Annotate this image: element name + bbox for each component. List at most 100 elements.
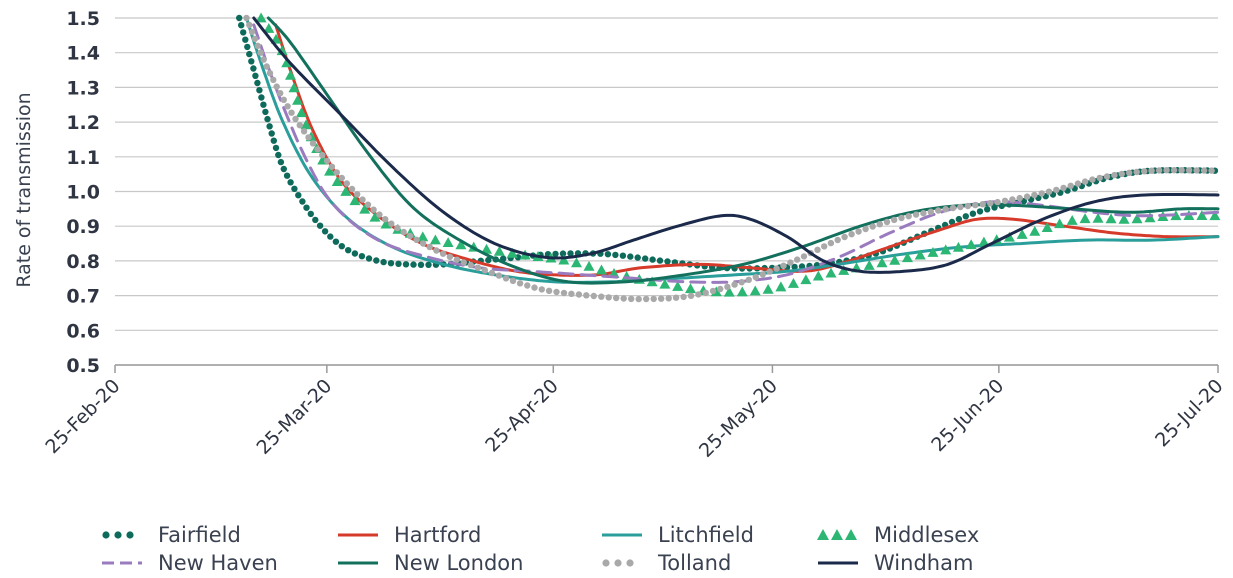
- series-dot: [482, 267, 488, 273]
- series-dot: [1208, 167, 1214, 173]
- series-dot: [317, 223, 323, 229]
- series-dot: [920, 210, 926, 216]
- series-dot: [388, 260, 394, 266]
- legend-label: Litchfield: [658, 523, 754, 547]
- series-dot: [1193, 167, 1199, 173]
- y-tick-label: 1.0: [66, 182, 100, 204]
- y-tick-label: 0.5: [66, 355, 100, 377]
- legend-dot: [614, 559, 621, 566]
- series-dot: [746, 277, 752, 283]
- y-tick-label: 1.3: [66, 77, 100, 99]
- series-dot: [649, 256, 655, 262]
- series-dot: [297, 122, 303, 128]
- series-dot: [1134, 169, 1140, 175]
- series-line: [247, 18, 1219, 282]
- series-dot: [1089, 176, 1095, 182]
- series-dot: [246, 22, 252, 28]
- series-marker: [430, 235, 441, 245]
- y-tick-label: 0.7: [66, 286, 100, 308]
- series-dot: [267, 70, 273, 76]
- series-dot: [1111, 172, 1117, 178]
- series-dot: [606, 294, 612, 300]
- legend-item-new-london: New London: [336, 550, 523, 576]
- series-dot: [636, 296, 642, 302]
- legend-item-middlesex: Middlesex: [816, 522, 979, 548]
- series-dot: [605, 251, 611, 257]
- series-dot: [703, 290, 709, 296]
- series-dot: [407, 233, 413, 239]
- series-dot: [1119, 171, 1125, 177]
- series-dot: [349, 186, 355, 192]
- x-axis: [115, 365, 1218, 373]
- series-dot: [956, 216, 962, 222]
- x-tick-label: 25-Jul-20: [1151, 375, 1227, 451]
- series-dot: [651, 296, 657, 302]
- series-dot: [591, 293, 597, 299]
- series-dot: [333, 239, 339, 245]
- series-dot: [1024, 193, 1030, 199]
- series-dot: [612, 252, 618, 258]
- y-tick-labels: 0.5 0.6 0.7 0.8 0.9 1.0 1.1 1.2 1.3 1.4 1.5: [66, 8, 100, 377]
- series-dot: [898, 215, 904, 221]
- series-dot: [284, 173, 290, 179]
- y-axis-title: Rate of transmission: [13, 92, 35, 287]
- series-dot: [870, 223, 876, 229]
- series-dot: [1046, 189, 1052, 195]
- series-dot: [794, 256, 800, 262]
- series-dot: [1082, 178, 1088, 184]
- series-dot: [828, 240, 834, 246]
- series-dot: [841, 234, 847, 240]
- series-dot: [1068, 183, 1074, 189]
- series-line: [268, 18, 1218, 283]
- series-dot: [314, 146, 320, 152]
- series-marker: [750, 285, 761, 295]
- series-dot: [753, 274, 759, 280]
- series-dot: [1053, 187, 1059, 193]
- y-tick-label: 1.2: [66, 112, 100, 134]
- legend-marker: [831, 529, 843, 540]
- series-dot: [496, 272, 502, 278]
- series-dot: [418, 262, 424, 268]
- series-dot: [312, 217, 318, 223]
- series-dot: [724, 284, 730, 290]
- series-dot: [553, 289, 559, 295]
- series-dot: [275, 152, 281, 158]
- series-middlesex: [256, 13, 1221, 297]
- legend-swatch: [336, 553, 380, 573]
- series-dot: [240, 29, 246, 35]
- y-tick-label: 0.9: [66, 216, 100, 238]
- series-dot: [1104, 173, 1110, 179]
- series-dot: [329, 164, 335, 170]
- series-dot: [950, 205, 956, 211]
- series-dot: [780, 263, 786, 269]
- series-dot: [977, 208, 983, 214]
- series-litchfield: [247, 18, 1219, 282]
- series-dot: [339, 175, 345, 181]
- legend-label: Tolland: [658, 551, 731, 575]
- legend-label: New London: [394, 551, 523, 575]
- series-dot: [394, 225, 400, 231]
- series-dot: [621, 295, 627, 301]
- series-dot: [447, 254, 453, 260]
- series-dot: [666, 295, 672, 301]
- series-dot: [440, 251, 446, 257]
- series-dot: [319, 152, 325, 158]
- series-marker: [685, 283, 696, 293]
- legend-swatch: [336, 525, 380, 545]
- series-dot: [963, 213, 969, 219]
- series-dot: [642, 255, 648, 261]
- series-dot: [965, 203, 971, 209]
- series-dot: [339, 243, 345, 249]
- series-dot: [657, 257, 663, 263]
- series-marker: [775, 281, 786, 291]
- series-dot: [413, 237, 419, 243]
- series-dot: [560, 250, 566, 256]
- legend-swatch: [100, 525, 144, 545]
- legend-marker: [845, 529, 857, 540]
- series-dot: [382, 216, 388, 222]
- series-dot: [635, 254, 641, 260]
- series-dot: [269, 130, 275, 136]
- series-dot: [546, 288, 552, 294]
- series-dot: [262, 109, 268, 115]
- series-tolland: [243, 15, 1215, 303]
